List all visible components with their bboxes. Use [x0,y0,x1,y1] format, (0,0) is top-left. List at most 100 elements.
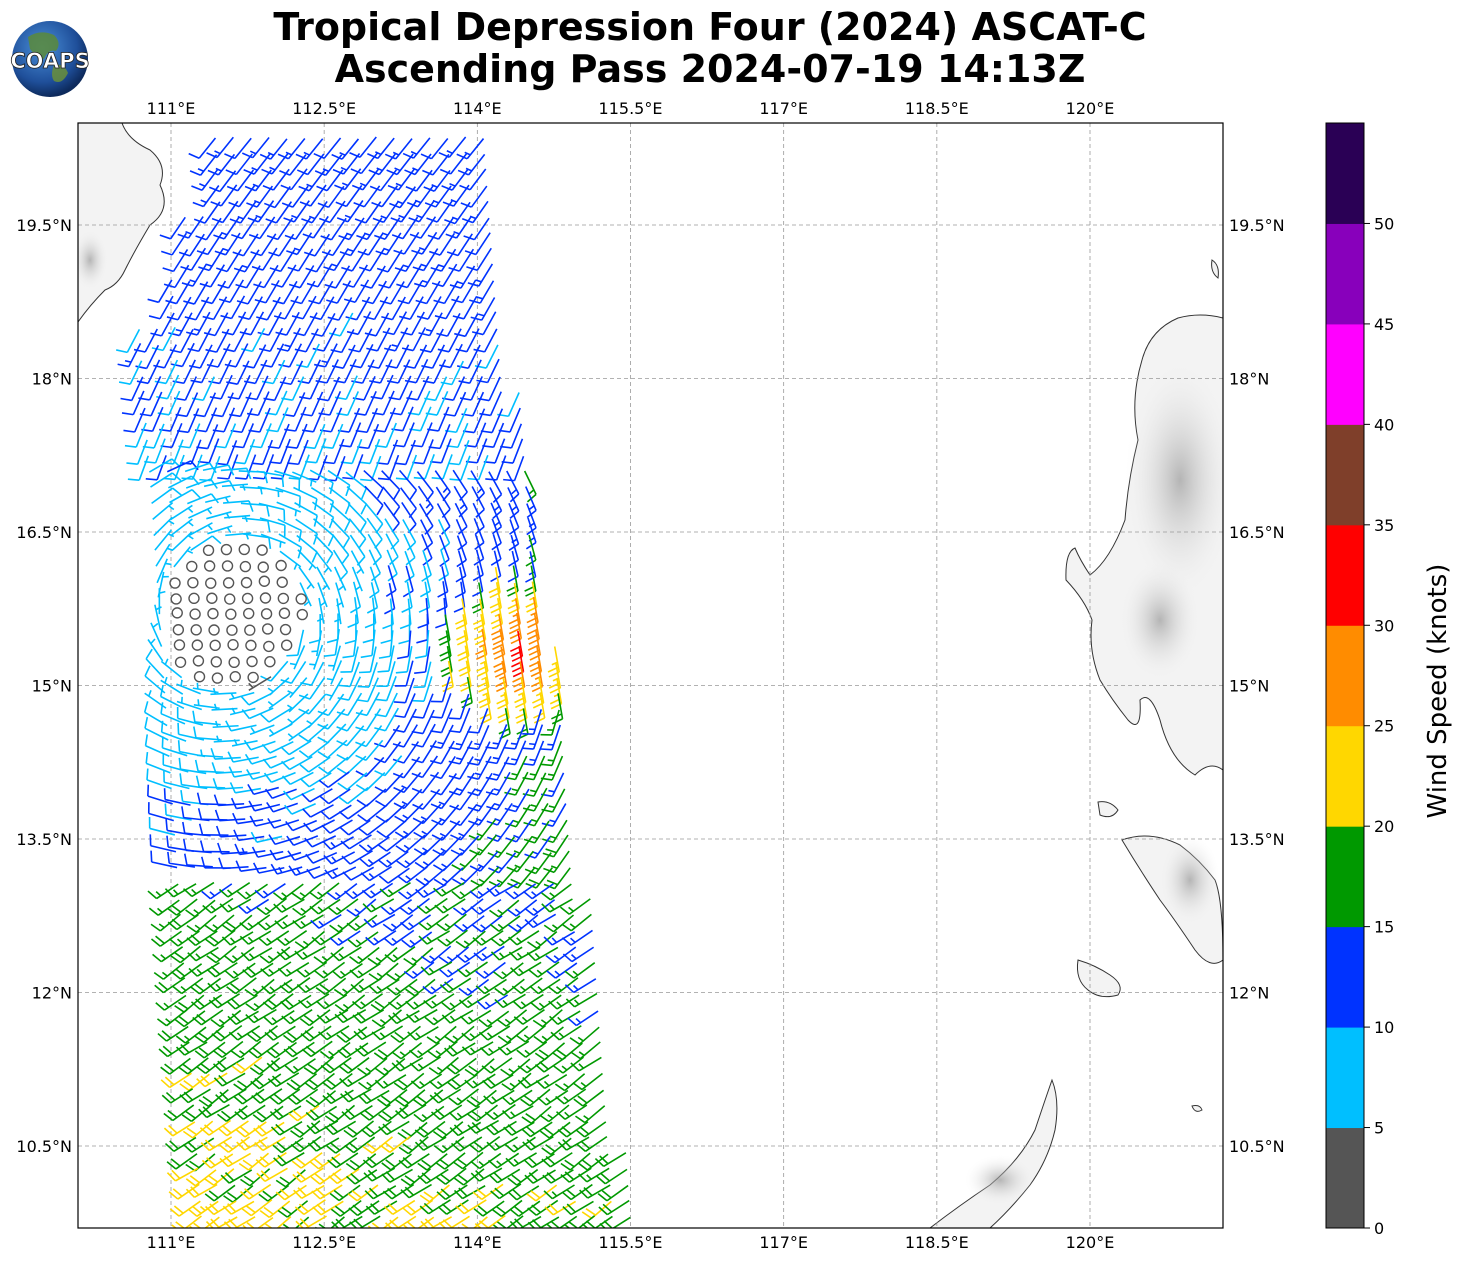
wind-barb [489,899,520,918]
wind-barb [439,977,472,993]
terrain-shading [78,230,108,290]
wind-barb [408,1041,440,1059]
wind-barb [333,358,357,384]
wind-barb [157,1025,189,1042]
wind-barb [466,247,492,271]
wind-barb [578,1167,610,1183]
wind-barb [341,1105,373,1121]
wind-barb [234,843,266,856]
wind-barb [189,522,213,536]
wind-barb [401,931,433,948]
wind-barb [184,296,210,321]
wind-barb [319,788,351,805]
wind-barb [172,531,194,551]
wind-barb [390,200,418,223]
wind-barb [281,1009,313,1025]
colorbar-tick-label: 45 [1374,315,1394,334]
wind-barb [455,1199,487,1215]
wind-barb [222,577,235,589]
wind-barb [315,994,348,1010]
wind-barb [470,470,486,502]
wind-barb [414,850,445,870]
wind-barb [379,882,411,898]
wind-barb [295,138,324,160]
wind-barb [394,802,424,823]
wind-barb [147,279,173,304]
wind-barb [468,819,497,841]
wind-barb [280,639,293,651]
wind-barb [346,486,368,515]
wind-barb [402,137,431,159]
wind-barb [257,485,284,498]
wind-barb [296,961,328,978]
wind-barb [411,231,438,255]
wind-barb [270,1120,303,1136]
wind-barb [559,898,591,915]
wind-barb [321,819,353,834]
wind-barb [491,1199,523,1218]
wind-barb [299,582,312,607]
wind-barb [163,1121,196,1137]
wind-barb [337,772,368,791]
wind-barb [310,913,342,929]
wind-barb [517,1056,549,1074]
wind-barb [392,741,420,764]
wind-barb [239,1183,272,1200]
wind-barb [198,823,229,837]
wind-barb [508,930,540,946]
wind-barb [199,1119,232,1136]
wind-barb [368,978,400,995]
wind-barb [256,296,281,321]
wind-barb [403,1216,435,1228]
wind-barb [384,946,416,963]
wind-barb [190,358,214,384]
wind-barb [150,622,163,647]
wind-barb [528,961,560,978]
wind-barb [147,784,173,805]
wind-barb [524,899,556,916]
wind-barb [290,280,316,305]
wind-barb [191,168,219,191]
wind-barb [487,836,516,859]
wind-barb [294,1199,326,1216]
wind-barb [469,851,499,872]
wind-barb [264,656,276,668]
wind-barb [507,1185,540,1201]
wind-barb [373,724,401,748]
lat-tick-label-left: 10.5°N [16,1137,72,1156]
wind-barb [318,756,349,775]
colorbar-tick-label: 30 [1374,616,1394,635]
wind-barb [236,281,262,305]
wind-barb [403,533,416,566]
wind-barb [516,1041,548,1058]
wind-barb [152,946,184,963]
wind-barb [240,947,273,962]
wind-barb [287,708,310,727]
wind-barb [258,327,284,353]
wind-barb [384,518,400,550]
wind-barb [362,1136,393,1154]
wind-barb [386,978,418,996]
wind-barb [150,850,178,869]
wind-barb [267,818,300,829]
wind-barb [329,1184,361,1202]
wind-barb [160,676,184,695]
wind-barb [522,772,547,797]
wind-barb [277,592,290,605]
wind-barb [245,993,276,1012]
wind-barb [164,1136,197,1152]
wind-barb [328,645,342,671]
wind-barb [423,993,455,1009]
wind-barb [158,588,166,615]
wind-barb [249,724,275,736]
wind-barb [471,311,497,336]
wind-barb [208,624,220,636]
wind-barb [320,1057,352,1074]
wind-barb [342,454,364,480]
wind-barb [378,867,410,884]
wind-barb [358,1072,389,1090]
wind-barb [205,577,217,589]
wind-barb [352,1009,385,1024]
wind-barb [151,326,176,352]
wind-barb [486,882,519,897]
